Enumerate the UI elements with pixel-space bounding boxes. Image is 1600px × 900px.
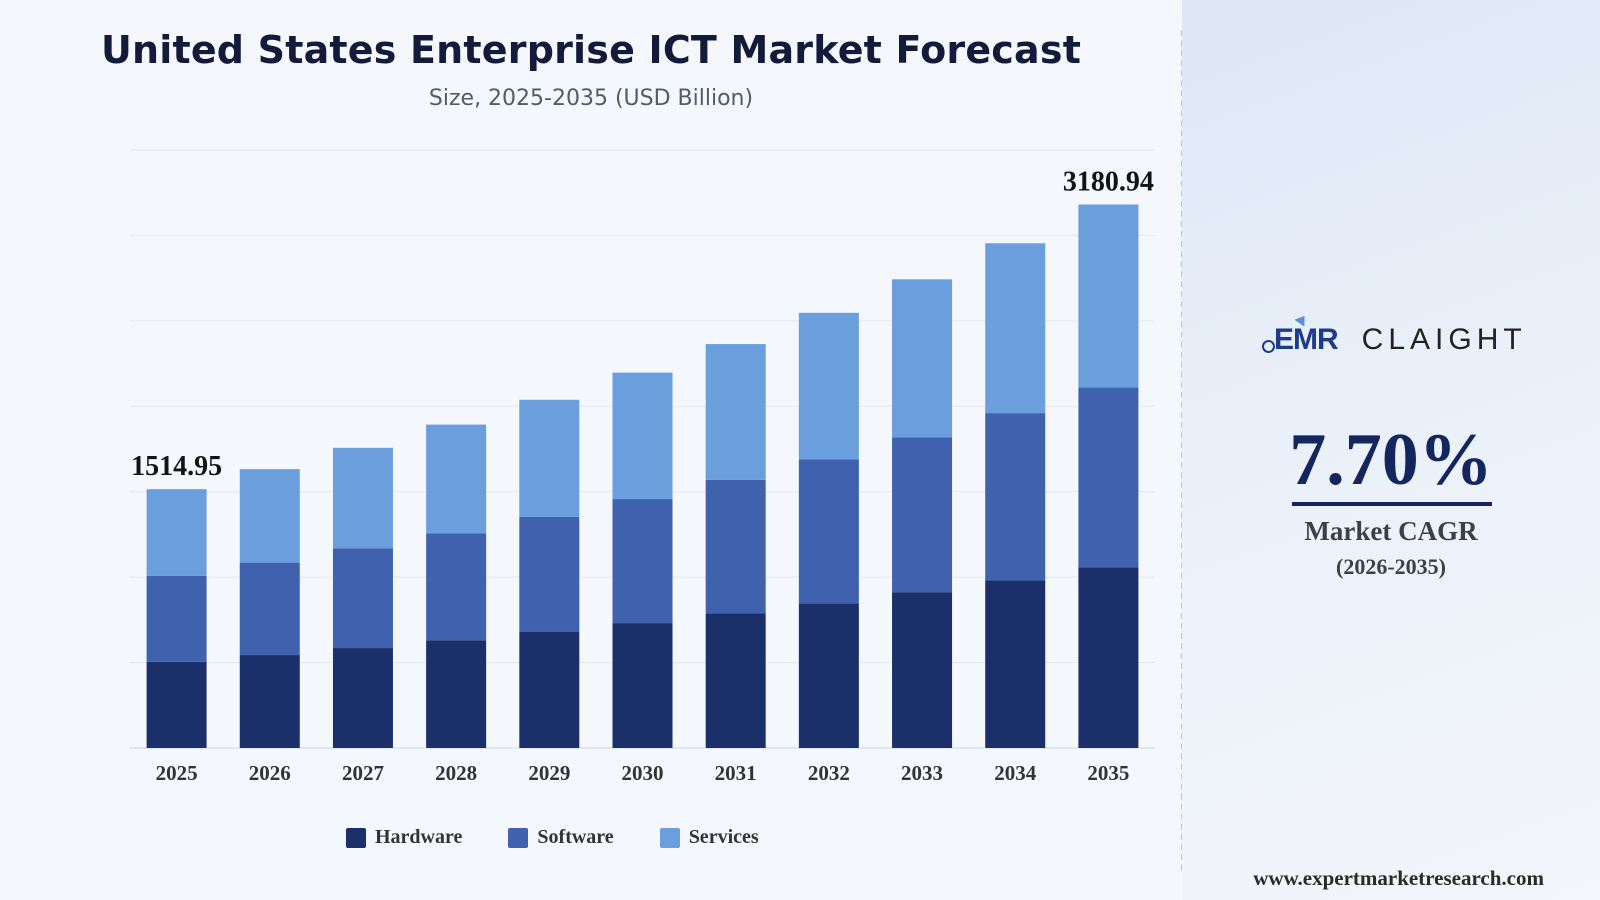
cagr-underline: [1292, 502, 1492, 506]
bar-segment-services-2029: [519, 399, 580, 517]
legend-label: Hardware: [375, 826, 463, 848]
bar-segment-services-2026: [239, 469, 300, 563]
legend-swatch: [346, 827, 366, 848]
x-tick-label: 2035: [1087, 761, 1129, 785]
bar-segment-software-2026: [239, 562, 300, 656]
bar-segment-hardware-2034: [985, 580, 1046, 748]
chart-title: United States Enterprise ICT Market Fore…: [100, 28, 1082, 72]
bar-segment-software-2031: [705, 479, 766, 614]
x-tick-label: 2032: [808, 761, 850, 785]
emr-claight-logo: EMR CLAIGHT: [1262, 312, 1522, 368]
legend-swatch: [508, 827, 529, 848]
bar-segment-hardware-2035: [1078, 567, 1139, 748]
legend-item-services: Services: [659, 826, 759, 849]
logo-emr-text: EMR: [1274, 323, 1339, 356]
bar-segment-services-2025: [146, 489, 207, 576]
x-tick-label: 2031: [715, 761, 757, 785]
bar-segment-services-2031: [705, 344, 766, 480]
legend-swatch: [659, 827, 680, 848]
bar-segment-software-2025: [146, 575, 207, 662]
total-label-2035: 3180.94: [1063, 167, 1154, 198]
bar-segment-services-2032: [798, 312, 859, 460]
bar-segment-hardware-2028: [426, 640, 487, 748]
bar-segment-services-2033: [892, 279, 953, 438]
logo-dot-icon: [1262, 340, 1275, 353]
legend-label: Services: [688, 826, 759, 848]
cagr-label: Market CAGR: [1304, 516, 1478, 546]
bar-segment-hardware-2025: [146, 661, 207, 748]
x-tick-label: 2027: [342, 761, 384, 785]
bar-segment-hardware-2027: [332, 648, 393, 748]
cagr-value: 7.70%: [1289, 419, 1493, 501]
cagr-period: (2026-2035): [1336, 554, 1446, 579]
bar-segment-hardware-2030: [612, 623, 673, 748]
bar-segment-hardware-2026: [239, 655, 300, 748]
bar-segment-services-2028: [426, 424, 487, 534]
chart-panel: United States Enterprise ICT Market Fore…: [100, 28, 1155, 849]
bar-segment-software-2033: [892, 437, 953, 593]
bar-segment-services-2030: [612, 372, 673, 500]
x-tick-label: 2030: [622, 761, 664, 785]
bar-segment-hardware-2029: [519, 631, 580, 748]
legend-item-software: Software: [508, 826, 614, 849]
bar-segment-software-2035: [1078, 387, 1139, 568]
bar-segment-software-2029: [519, 516, 580, 632]
chart-legend: Hardware Software Services: [346, 826, 759, 849]
bar-segment-software-2027: [332, 548, 393, 649]
logo-claight-text: CLAIGHT: [1361, 323, 1527, 356]
bar-segment-software-2028: [426, 533, 487, 641]
bar-segment-services-2027: [332, 447, 393, 549]
bar-segment-software-2032: [798, 459, 859, 604]
x-tick-label: 2026: [249, 761, 291, 785]
logo-emr-mark: EMR: [1262, 312, 1339, 357]
bar-segment-services-2035: [1078, 204, 1139, 388]
x-tick-label: 2025: [156, 761, 198, 785]
x-tick-label: 2033: [901, 761, 943, 785]
total-label-2025: 1514.95: [131, 451, 222, 482]
bar-chart: 2025 2026 2027 2028 2029 2030 2031 2032 2033 2034…: [130, 149, 1155, 785]
chart-subtitle: Size, 2025-2035 (USD Billion): [428, 86, 754, 111]
bar-segment-software-2030: [612, 499, 673, 624]
bar-segment-hardware-2031: [705, 613, 766, 748]
x-tick-label: 2034: [994, 761, 1037, 785]
bar-segment-hardware-2033: [892, 592, 953, 748]
bar-segment-services-2034: [985, 243, 1046, 414]
x-tick-label: 2029: [528, 761, 570, 785]
legend-label: Software: [537, 826, 614, 848]
side-panel: [1182, 0, 1600, 900]
bar-segment-software-2034: [985, 413, 1046, 581]
bar-segment-hardware-2032: [798, 603, 859, 748]
legend-item-hardware: Hardware: [346, 826, 462, 849]
website-link[interactable]: www.expertmarketresearch.com: [1253, 866, 1544, 890]
x-tick-label: 2028: [435, 761, 477, 785]
